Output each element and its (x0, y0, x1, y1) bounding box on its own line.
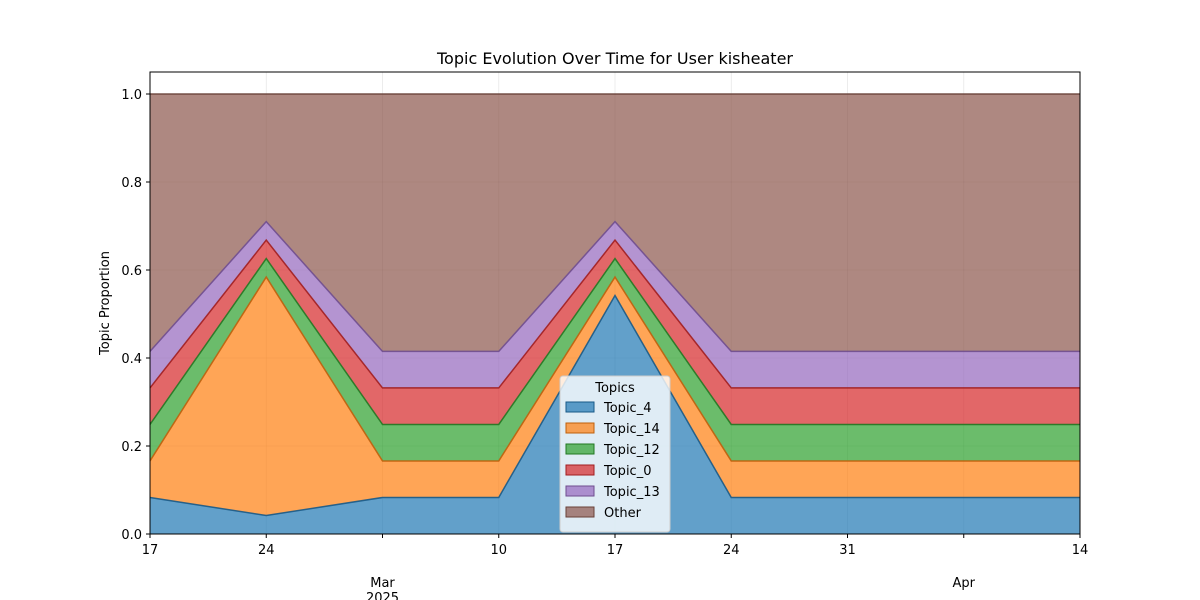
area-topic-0 (150, 240, 1080, 425)
line-topic-13 (149, 220, 1080, 353)
line-topic-14 (149, 275, 1080, 462)
x-tick-label: 14 (1072, 543, 1089, 558)
legend-label-topic-0: Topic_0 (603, 464, 651, 479)
y-tick-label: 0.4 (121, 352, 142, 367)
legend: Topics Topic_4 Topic_14 Topic_12 Topic_0 Topi… (559, 375, 671, 533)
legend-label-topic-12: Topic_12 (603, 443, 660, 458)
y-tick-label: 1.0 (121, 88, 142, 103)
x-tick-label: 17 (607, 543, 624, 558)
area-edge-group (149, 93, 1080, 517)
x-tick-label: 31 (839, 543, 856, 558)
line-topic-0 (149, 238, 1080, 389)
area-topic-13 (150, 221, 1080, 388)
area-topic-12 (150, 258, 1080, 461)
x-tick-label: 24 (723, 543, 740, 558)
y-axis-label: Topic Proportion (98, 251, 113, 356)
legend-swatch-topic-12 (565, 443, 595, 455)
legend-label-other: Other (604, 506, 642, 521)
line-topic-4 (149, 294, 1080, 517)
legend-swatch-topic-14 (565, 422, 595, 434)
y-tick-label: 0.2 (121, 440, 142, 455)
legend-swatch-other (565, 506, 595, 518)
legend-title: Topics (594, 381, 635, 396)
y-tick-label: 0.8 (121, 176, 142, 191)
x-tick-sublabel: Apr (953, 576, 976, 591)
y-tick-label: 0.6 (121, 264, 142, 279)
legend-label-topic-13: Topic_13 (603, 485, 660, 500)
line-topic-12 (149, 257, 1080, 426)
x-tick-sublabel: 2025 (366, 591, 399, 600)
area-other (150, 94, 1080, 352)
area-topic-14 (150, 277, 1080, 516)
legend-swatch-topic-4 (565, 401, 595, 413)
legend-label-topic-4: Topic_4 (603, 401, 651, 416)
legend-swatch-topic-13 (565, 485, 595, 497)
y-tick-label: 0.0 (121, 528, 142, 543)
chart-title: Topic Evolution Over Time for User kishe… (436, 49, 793, 68)
x-tick-sublabel: Mar (370, 576, 395, 591)
legend-swatch-topic-0 (565, 464, 595, 476)
x-tick-label: 10 (490, 543, 507, 558)
legend-label-topic-14: Topic_14 (603, 422, 660, 437)
x-tick-label: 17 (142, 543, 159, 558)
x-tick-label: 24 (258, 543, 275, 558)
